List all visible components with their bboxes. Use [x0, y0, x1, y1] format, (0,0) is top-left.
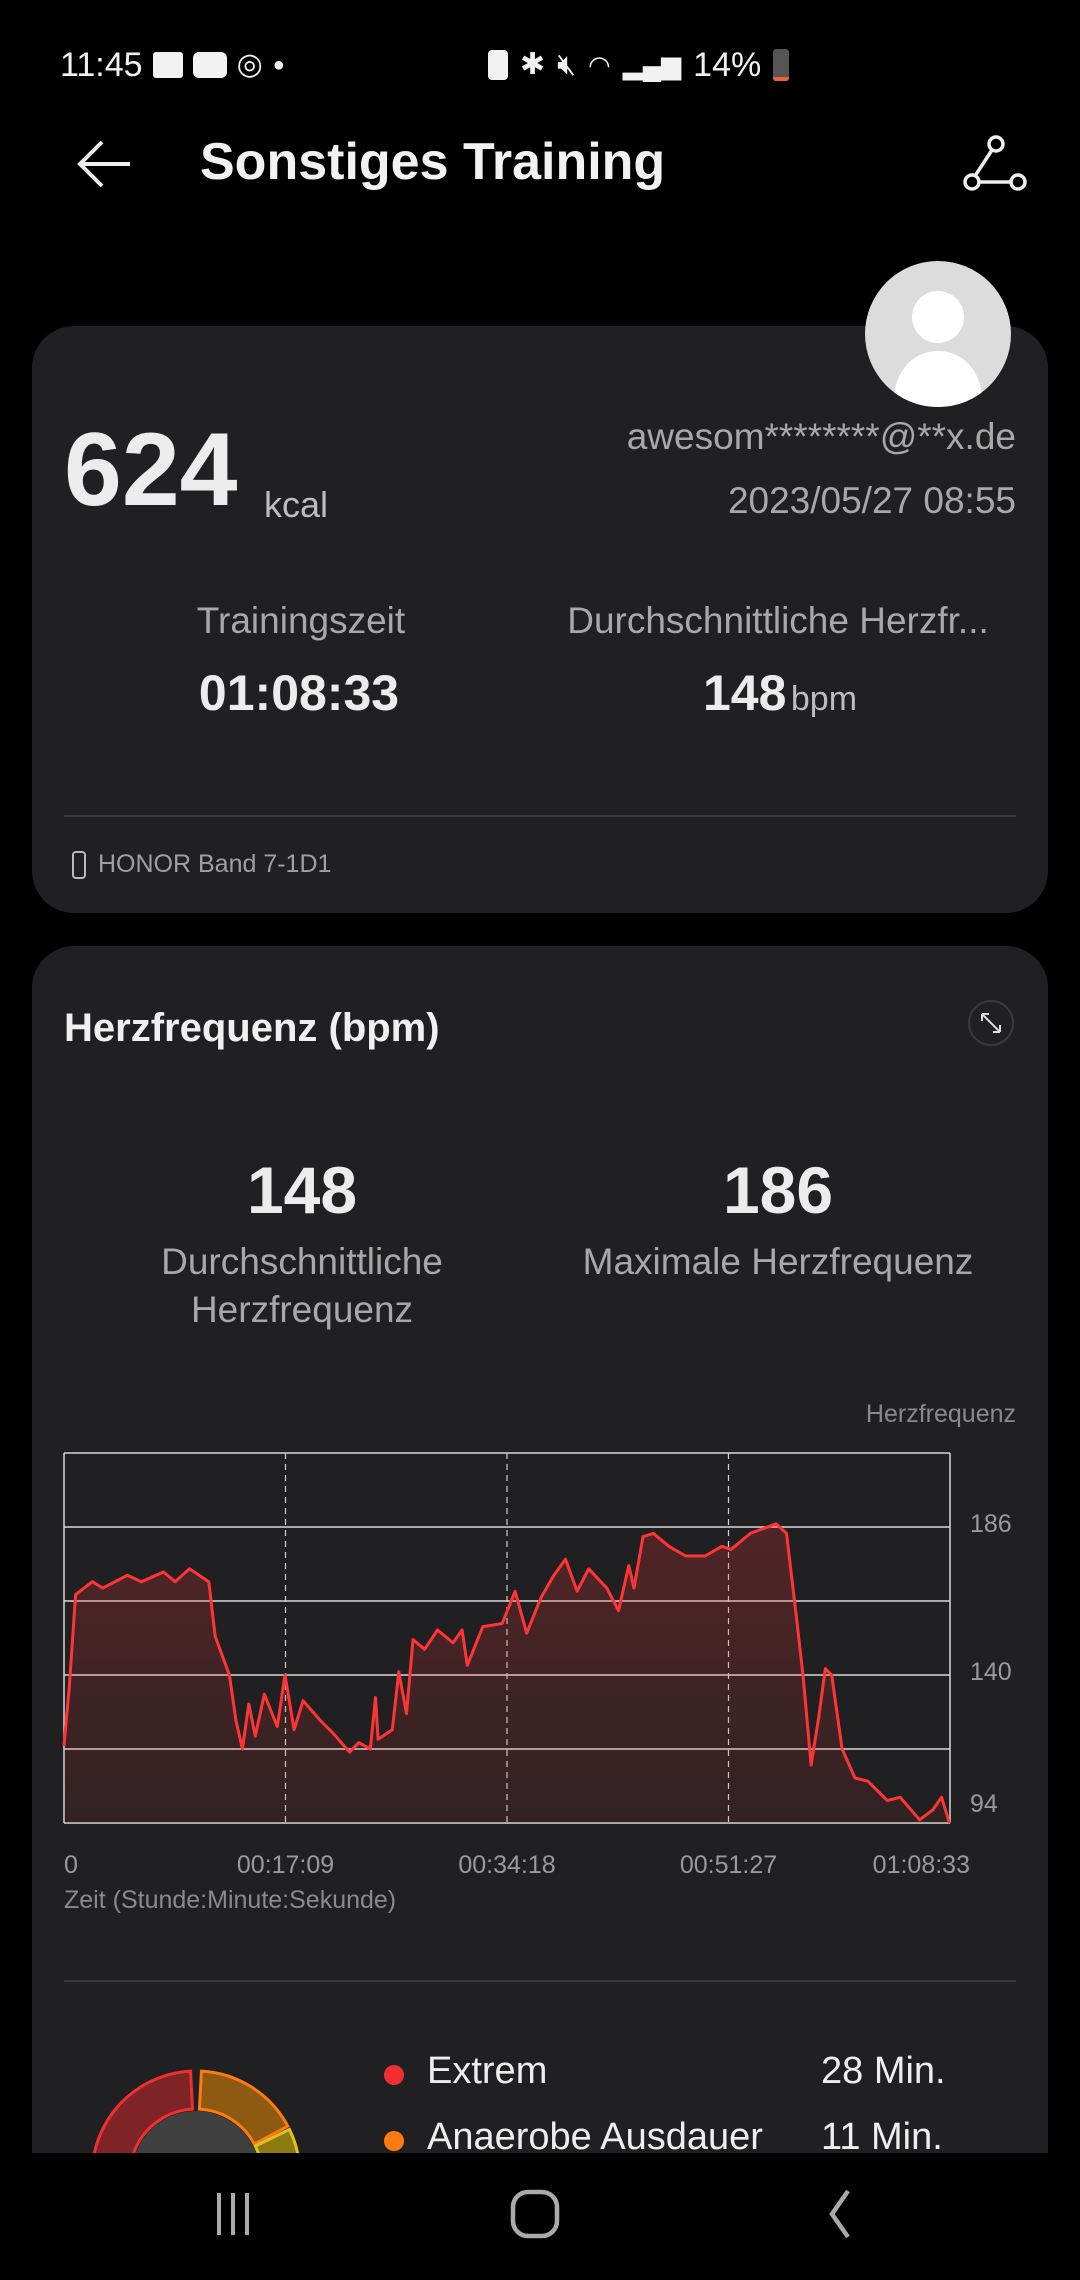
x-tick-label: 00:34:18	[458, 1851, 556, 1879]
expand-icon	[981, 1013, 1001, 1033]
avg-hr-summary: 148 bpm	[703, 664, 857, 722]
zone-dot-anaerobic	[384, 2131, 404, 2151]
avg-hr-unit: bpm	[790, 680, 858, 718]
recent-apps-button[interactable]	[203, 2189, 263, 2239]
status-bar-right: ✱ 🔇︎ ◠ ▂▄▆ 14%	[488, 40, 790, 90]
account-name: awesom********@**x.de	[626, 416, 1016, 457]
zone-name: Anaerobe Ausdauer	[427, 2116, 763, 2158]
zone-dot-extrem	[384, 2065, 404, 2085]
y-tick-label: 140	[970, 1658, 1012, 1686]
avg-hr-label: Durchschnittliche Herzfr...	[567, 600, 989, 641]
sync-icon: ◎	[236, 48, 263, 81]
home-button[interactable]	[505, 2187, 565, 2241]
battery-saver-icon	[488, 50, 508, 80]
route-button[interactable]	[962, 134, 1028, 194]
back-button[interactable]	[74, 134, 138, 194]
battery-percent: 14%	[693, 45, 762, 84]
route-icon	[963, 135, 1027, 191]
dot-icon: ●	[272, 54, 285, 76]
device-row: HONOR Band 7-1D1	[72, 850, 331, 879]
zone-value: 11 Min.	[821, 2116, 943, 2158]
back-icon	[829, 2189, 850, 2239]
avg-hr-value: 148	[702, 665, 787, 721]
zone-row-extrem: Extrem 28 Min.	[384, 2050, 984, 2100]
avg-hr-big-value: 148	[246, 1153, 358, 1227]
avg-hr-big-label: Durchschnittliche Herzfrequenz	[161, 1238, 443, 1334]
arrow-left-icon	[77, 140, 130, 188]
page-title: Sonstiges Training	[200, 133, 666, 191]
status-bar-left: 11:45 ◎ ●	[60, 40, 285, 90]
youtube-icon	[192, 52, 227, 78]
zone-name: Extrem	[427, 2050, 548, 2092]
navigation-bar	[0, 2153, 1080, 2280]
heart-rate-line	[62, 1522, 951, 1824]
divider	[64, 815, 1016, 817]
battery-fill	[773, 76, 790, 81]
battery-icon	[773, 49, 790, 81]
avatar[interactable]	[865, 261, 1011, 407]
divider	[64, 1980, 1016, 1982]
calories-unit: kcal	[264, 484, 329, 525]
x-tick-label: 00:17:09	[236, 1851, 335, 1879]
training-time-label: Trainingszeit	[196, 600, 406, 641]
training-time-value: 01:08:33	[198, 665, 400, 721]
home-icon	[510, 2189, 560, 2239]
calories-value: 624	[64, 412, 238, 528]
signal-icon: ▂▄▆	[622, 50, 682, 80]
workout-datetime: 2023/05/27 08:55	[727, 480, 1016, 521]
donut-segment-anaerobic	[197, 2069, 290, 2147]
avg-hr-label-line2: Herzfrequenz	[190, 1289, 414, 1330]
gallery-icon	[152, 52, 183, 78]
user-icon	[893, 291, 983, 407]
heart-rate-title: Herzfrequenz (bpm)	[64, 1006, 440, 1050]
max-hr-label: Maximale Herzfrequenz	[582, 1241, 974, 1282]
y-tick-label: 94	[970, 1790, 998, 1818]
zone-row-anaerobic: Anaerobe Ausdauer 11 Min.	[384, 2116, 984, 2166]
bluetooth-icon: ✱	[520, 48, 546, 81]
band-icon	[72, 850, 86, 879]
back-nav-button[interactable]	[810, 2187, 870, 2241]
recent-apps-icon	[217, 2193, 249, 2235]
chart-legend: Herzfrequenz	[865, 1400, 1016, 1428]
status-time: 11:45	[60, 45, 143, 84]
max-hr-value: 186	[722, 1153, 834, 1227]
zone-value: 28 Min.	[821, 2050, 946, 2092]
avg-hr-label-line1: Durchschnittliche	[161, 1241, 443, 1282]
heart-rate-area	[64, 1523, 950, 1823]
device-name: HONOR Band 7-1D1	[98, 850, 332, 878]
x-axis-title: Zeit (Stunde:Minute:Sekunde)	[64, 1886, 397, 1914]
mute-icon: 🔇︎	[557, 48, 577, 81]
x-tick-label: 01:08:33	[872, 1851, 970, 1879]
x-tick-label: 00:51:27	[679, 1851, 778, 1879]
expand-button[interactable]	[968, 1000, 1014, 1046]
wifi-icon: ◠	[588, 50, 611, 80]
y-tick-label: 186	[970, 1510, 1012, 1538]
x-tick-label: 0	[64, 1851, 78, 1879]
